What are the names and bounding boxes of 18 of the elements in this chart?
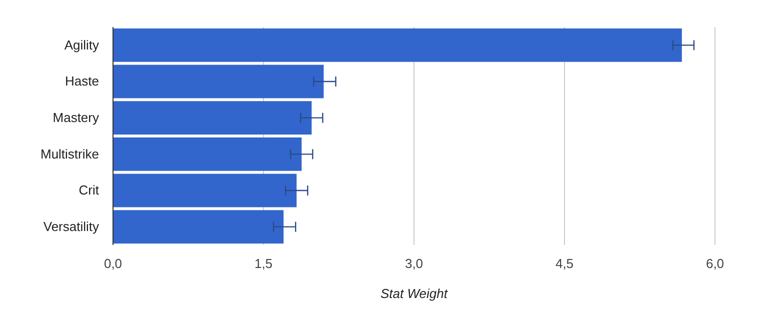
bar [113,101,312,135]
x-axis-title: Stat Weight [380,286,449,301]
bar [113,210,284,244]
y-tick-label: Mastery [52,110,100,125]
x-tick-label: 4,5 [555,256,574,272]
x-tick-label: 6,0 [706,256,724,272]
x-tick-label: 1,5 [254,256,273,272]
x-tick-label: 0,0 [104,256,122,272]
y-tick-label: Multistrike [40,146,99,162]
bar [113,174,297,208]
bar [113,28,682,62]
x-tick-label: 3,0 [404,256,424,272]
y-tick-label: Crit [78,182,100,198]
y-tick-label: Versatility [43,218,100,234]
bar [113,137,302,171]
y-tick-label: Haste [65,74,99,89]
y-tick-label: Agility [64,37,100,52]
bar [113,64,324,98]
